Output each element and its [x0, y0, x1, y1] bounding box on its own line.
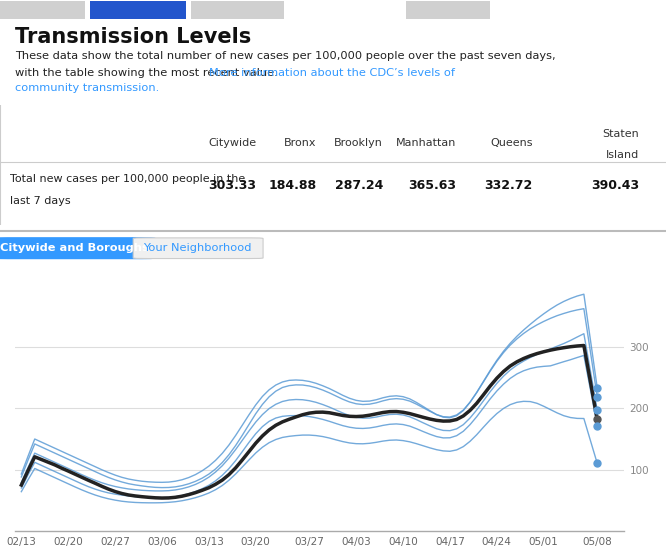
Text: More information about the CDC’s levels of: More information about the CDC’s levels …: [209, 68, 455, 78]
Text: 332.72: 332.72: [485, 178, 533, 192]
FancyBboxPatch shape: [406, 1, 490, 18]
Text: 287.24: 287.24: [334, 178, 383, 192]
FancyBboxPatch shape: [90, 1, 186, 18]
Text: 390.43: 390.43: [591, 178, 639, 192]
Text: community transmission.: community transmission.: [15, 83, 159, 93]
Text: Total new cases per 100,000 people in the: Total new cases per 100,000 people in th…: [10, 174, 245, 184]
Text: Citywide and Boroughs: Citywide and Boroughs: [0, 243, 149, 253]
FancyBboxPatch shape: [0, 238, 155, 258]
Text: Your Neighborhood: Your Neighborhood: [144, 243, 252, 253]
FancyBboxPatch shape: [133, 238, 263, 258]
Text: Queens: Queens: [490, 138, 533, 148]
Text: Bronx: Bronx: [284, 138, 316, 148]
Text: Citywide: Citywide: [208, 138, 256, 148]
Text: last 7 days: last 7 days: [10, 196, 71, 206]
Text: Brooklyn: Brooklyn: [334, 138, 383, 148]
Text: These data show the total number of new cases per 100,000 people over the past s: These data show the total number of new …: [15, 51, 555, 61]
Text: 365.63: 365.63: [408, 178, 456, 192]
Text: Transmission Levels: Transmission Levels: [15, 27, 251, 47]
Text: 184.88: 184.88: [268, 178, 316, 192]
Text: Island: Island: [606, 150, 639, 160]
FancyBboxPatch shape: [0, 1, 85, 18]
Text: Staten: Staten: [603, 129, 639, 139]
Text: with the table showing the most recent value.: with the table showing the most recent v…: [15, 68, 278, 78]
Text: 303.33: 303.33: [208, 178, 256, 192]
Text: Manhattan: Manhattan: [396, 138, 456, 148]
FancyBboxPatch shape: [191, 1, 284, 18]
